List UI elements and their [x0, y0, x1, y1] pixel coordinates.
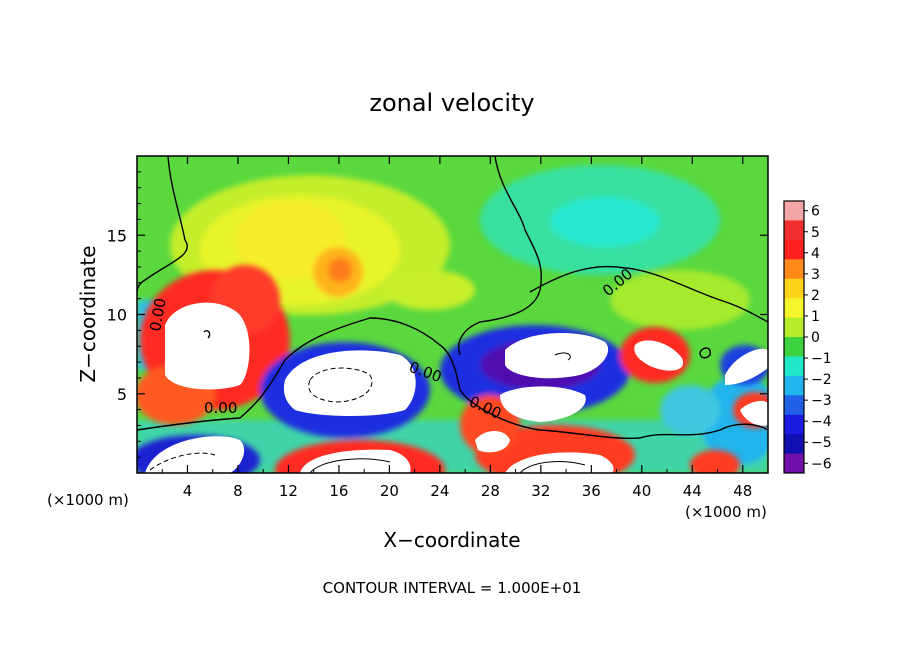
- colorbar-label: 4: [811, 246, 820, 262]
- zero-contours: [137, 156, 768, 440]
- colorbar-swatch: [784, 434, 804, 455]
- contour-interval-note: CONTOUR INTERVAL = 1.000E+01: [323, 579, 582, 597]
- colorbar-label: −6: [811, 456, 832, 472]
- colorbar-label: 1: [811, 309, 820, 325]
- x-tick-label: 24: [430, 482, 449, 500]
- colorbar-label: −4: [811, 414, 832, 430]
- x-tick-label: 4: [183, 482, 193, 500]
- colorbar-swatch: [784, 278, 804, 299]
- y-axis-label: Z−coordinate: [76, 245, 100, 382]
- heatmap-field: 0.00 0.00 0.00 0.00 0.00: [137, 156, 768, 473]
- colorbar-label: 5: [811, 225, 820, 241]
- x-axis: 4 8 12 16 20 24 28 32 36 40 44 48: [161, 156, 752, 500]
- x-tick-label: 44: [683, 482, 702, 500]
- colorbar-swatch: [784, 259, 804, 280]
- x-tick-label: 48: [733, 482, 752, 500]
- colorbar-swatch: [784, 298, 804, 319]
- colorbar: 6 5 4 3 2 1 0 −1 −2 −3 −4 −5 −6: [783, 200, 832, 474]
- colorbar-swatch: [784, 239, 804, 260]
- x-tick-label: 8: [233, 482, 243, 500]
- x-unit-label-left: (×1000 m): [47, 491, 129, 509]
- colorbar-label: 0: [811, 330, 820, 346]
- colorbar-label: −5: [811, 435, 832, 451]
- colorbar-swatch: [784, 356, 804, 377]
- colorbar-swatch: [784, 317, 804, 338]
- contour-label: 0.00: [204, 399, 237, 417]
- y-axis: 5 10 15: [107, 171, 768, 458]
- colorbar-swatch: [784, 395, 804, 416]
- colorbar-label: −2: [811, 372, 832, 388]
- negative-contours: [149, 367, 373, 471]
- colorbar-label: 6: [811, 204, 820, 220]
- y-tick-label: 10: [107, 306, 127, 325]
- colorbar-label: −3: [811, 393, 832, 409]
- x-tick-label: 40: [632, 482, 651, 500]
- x-tick-label: 28: [481, 482, 500, 500]
- colorbar-swatch: [784, 414, 804, 435]
- saturated-regions: [145, 302, 768, 473]
- colorbar-label: −1: [811, 351, 832, 367]
- colorbar-swatch: [784, 453, 804, 474]
- x-tick-label: 36: [582, 482, 601, 500]
- colorbar-swatch: [784, 375, 804, 396]
- x-tick-label: 12: [279, 482, 298, 500]
- contour-label: 0.00: [146, 297, 170, 333]
- colorbar-label: 2: [811, 288, 820, 304]
- x-tick-label: 20: [380, 482, 399, 500]
- x-tick-label: 16: [329, 482, 348, 500]
- y-tick-label: 15: [107, 226, 127, 245]
- colorbar-swatch: [784, 201, 804, 221]
- x-axis-label: X−coordinate: [383, 528, 520, 552]
- x-tick-label: 32: [531, 482, 550, 500]
- colorbar-label: 3: [811, 267, 820, 283]
- y-tick-label: 5: [117, 385, 127, 404]
- x-unit-label-right: (×1000 m): [685, 503, 767, 521]
- colorbar-swatch: [784, 220, 804, 241]
- colorbar-swatch: [784, 337, 804, 357]
- chart-title: zonal velocity: [369, 89, 534, 117]
